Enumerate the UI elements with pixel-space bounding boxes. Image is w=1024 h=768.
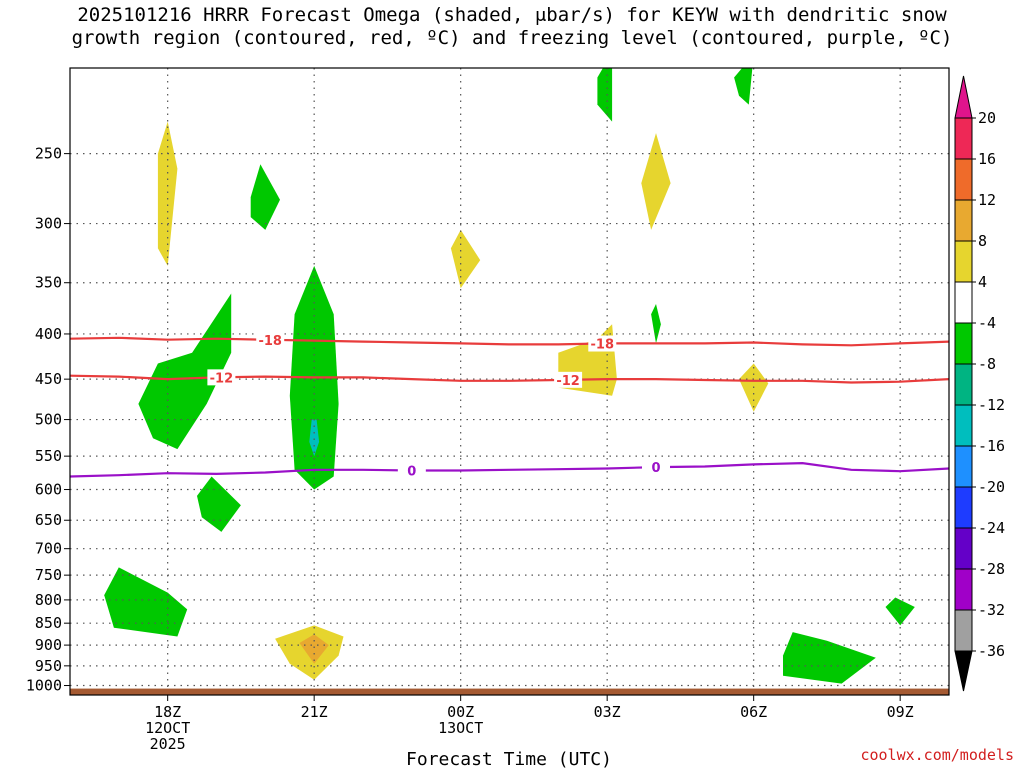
omega-region-8 xyxy=(783,632,876,684)
y-tick-label-400: 400 xyxy=(35,325,62,343)
omega-region-9 xyxy=(885,597,915,626)
colorbar-bin-6 xyxy=(954,363,973,406)
ground-layer xyxy=(70,688,949,695)
omega-region-5 xyxy=(597,68,613,122)
chart-title: 2025101216 HRRR Forecast Omega (shaded, … xyxy=(0,4,1024,50)
omega-region-17 xyxy=(299,634,329,664)
colorbar-bin-9 xyxy=(954,486,973,529)
omega-region-2 xyxy=(250,164,280,230)
y-tick-label-1000: 1000 xyxy=(26,677,62,695)
y-tick-label-350: 350 xyxy=(35,274,62,292)
colorbar-bin-3 xyxy=(954,240,973,283)
x-tick-label-24-0: 00Z xyxy=(447,703,474,721)
y-tick-label-850: 850 xyxy=(35,614,62,632)
x-tick-label-24-1: 13OCT xyxy=(438,719,483,737)
colorbar-label-12: -32 xyxy=(978,601,1005,619)
contour-label-bg xyxy=(207,369,236,386)
x-tick-label-21-0: 21Z xyxy=(301,703,328,721)
colorbar-bin-4 xyxy=(954,281,973,324)
y-tick-label-500: 500 xyxy=(35,411,62,429)
colorbar-label-3: 8 xyxy=(978,232,987,250)
omega-shading-layer xyxy=(104,68,915,684)
omega-region-7 xyxy=(651,304,661,344)
x-axis-label: Forecast Time (UTC) xyxy=(406,749,612,768)
colorbar-label-13: -36 xyxy=(978,642,1005,660)
y-tick-label-750: 750 xyxy=(35,566,62,584)
colorbar-bin-11 xyxy=(954,568,973,611)
colorbar: 20 16 12 8 4 -4 -8 -12 -16 -20 -24 -28 -32 -36 xyxy=(954,75,1005,692)
y-tick-label-800: 800 xyxy=(35,591,62,609)
colorbar-bin-10 xyxy=(954,527,973,570)
contour-label-bg xyxy=(397,462,426,479)
colorbar-label-8: -16 xyxy=(978,437,1005,455)
x-tick-label-27-0: 03Z xyxy=(594,703,621,721)
x-tick-label-33-0: 09Z xyxy=(887,703,914,721)
colorbar-bin-1 xyxy=(954,158,973,201)
x-tick-label-18-0: 18Z xyxy=(154,703,181,721)
colorbar-label-9: -20 xyxy=(978,478,1005,496)
colorbar-label-10: -24 xyxy=(978,519,1005,537)
contour-label-0-1: -18 xyxy=(591,338,615,353)
x-tick-label-30-0: 06Z xyxy=(740,703,767,721)
omega-region-12 xyxy=(450,229,481,289)
contour-label-1-0: -12 xyxy=(210,371,234,386)
contour-label-2-0: 0 xyxy=(407,465,416,480)
y-tick-label-250: 250 xyxy=(35,145,62,163)
colorbar-label-6: -8 xyxy=(978,355,996,373)
colorbar-bin-5 xyxy=(954,322,973,365)
contour-label-bg xyxy=(642,459,670,476)
y-tick-label-450: 450 xyxy=(35,370,62,388)
colorbar-label-5: -4 xyxy=(978,314,996,332)
contour-label-1-1: -12 xyxy=(556,374,580,389)
contour-line-2 xyxy=(70,461,949,478)
site-credit: coolwx.com/models xyxy=(860,746,1014,764)
chart-title-line-2: growth region (contoured, red, ºC) and f… xyxy=(71,27,953,49)
contour-label-0-0: -18 xyxy=(258,334,282,349)
colorbar-label-11: -28 xyxy=(978,560,1005,578)
colorbar-bin-7 xyxy=(954,404,973,447)
chart-title-line-1: 2025101216 HRRR Forecast Omega (shaded, … xyxy=(77,4,947,26)
y-axis: 250 300 350 400 450 500 550 600 650 700 750 800 850 9… xyxy=(26,145,70,695)
x-tick-label-18-2: 2025 xyxy=(150,735,186,753)
colorbar-bottom-arrow xyxy=(954,650,973,692)
colorbar-label-1: 16 xyxy=(978,150,996,168)
omega-region-4 xyxy=(104,567,188,637)
contour-label-bg xyxy=(588,335,617,352)
colorbar-label-2: 12 xyxy=(978,191,996,209)
y-tick-label-700: 700 xyxy=(35,540,62,558)
x-tick-label-18-1: 12OCT xyxy=(145,719,190,737)
omega-region-11 xyxy=(157,121,178,266)
omega-region-3 xyxy=(197,476,241,532)
colorbar-label-7: -12 xyxy=(978,396,1005,414)
omega-region-10 xyxy=(309,419,320,457)
contour-line-0 xyxy=(70,336,949,347)
y-tick-label-950: 950 xyxy=(35,657,62,675)
colorbar-bin-8 xyxy=(954,445,973,488)
contour-label-2-1: 0 xyxy=(651,461,660,476)
y-tick-label-600: 600 xyxy=(35,481,62,499)
colorbar-bin-12 xyxy=(954,609,973,652)
omega-region-6 xyxy=(734,68,753,105)
ground-surface xyxy=(70,688,949,695)
y-tick-label-300: 300 xyxy=(35,215,62,233)
contour-layer: -18 -18 -12 -12 0 0 xyxy=(70,331,949,480)
y-tick-label-900: 900 xyxy=(35,636,62,654)
colorbar-label-0: 20 xyxy=(978,109,996,127)
omega-region-0 xyxy=(138,293,232,450)
y-tick-label-550: 550 xyxy=(35,447,62,465)
plot-frame xyxy=(69,67,950,696)
contour-label-bg xyxy=(256,331,285,348)
contour-label-bg xyxy=(554,371,583,388)
omega-region-13 xyxy=(641,133,671,230)
y-tick-label-650: 650 xyxy=(35,511,62,529)
colorbar-label-4: 4 xyxy=(978,273,987,291)
colorbar-bin-0 xyxy=(954,117,973,160)
colorbar-top-arrow xyxy=(954,75,973,119)
colorbar-bin-2 xyxy=(954,199,973,242)
